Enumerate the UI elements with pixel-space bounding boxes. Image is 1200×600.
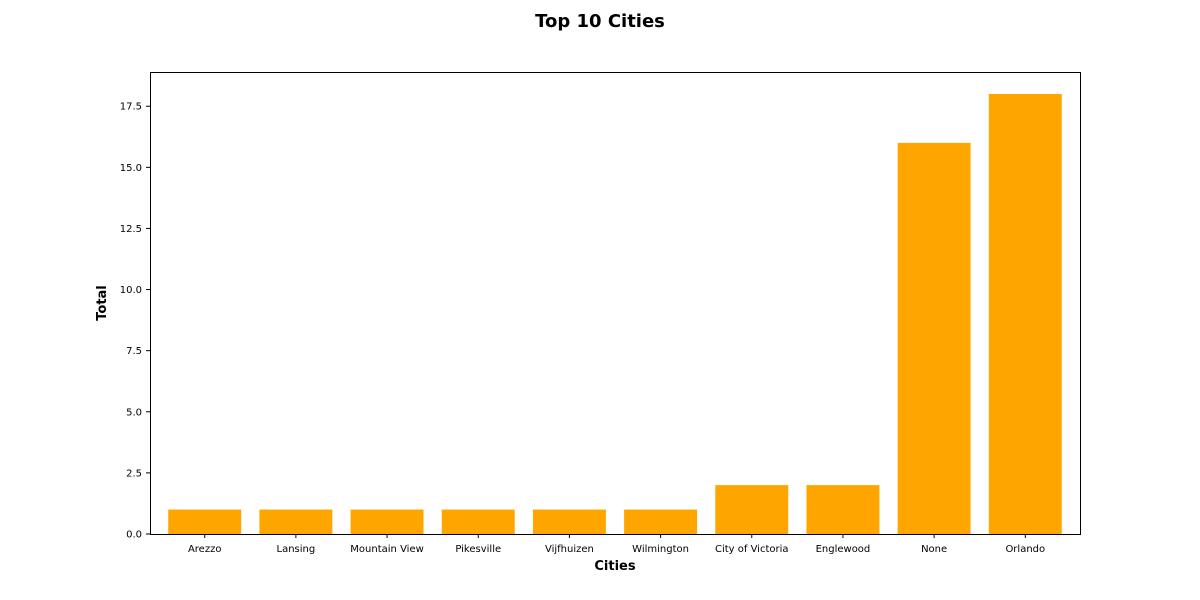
- x-tick-label-city-of-victoria: City of Victoria: [715, 544, 789, 555]
- y-tick-label: 5.0: [126, 407, 142, 418]
- y-tick-label: 2.5: [126, 468, 142, 479]
- x-tick-label-arezzo: Arezzo: [188, 544, 222, 555]
- x-axis-label: Cities: [594, 559, 635, 574]
- bar-lansing: [259, 509, 333, 534]
- y-tick-label: 17.5: [120, 102, 142, 113]
- bar-wilmington: [624, 509, 698, 534]
- bar-orlando: [988, 94, 1062, 534]
- x-tick-label-orlando: Orlando: [1005, 544, 1045, 555]
- y-tick-label: 12.5: [120, 224, 142, 235]
- y-axis-label: Total: [95, 285, 110, 321]
- bar-arezzo: [168, 509, 242, 534]
- y-tick-label: 15.0: [120, 163, 142, 174]
- bar-city-of-victoria: [715, 485, 789, 534]
- y-tick-label: 7.5: [126, 346, 142, 357]
- x-tick-label-wilmington: Wilmington: [632, 544, 689, 555]
- y-axis: 0.0 2.5 5.0 7.5 10.0 12.5 15.0 17.5: [120, 102, 150, 541]
- chart-title: Top 10 Cities: [535, 11, 665, 32]
- x-axis: Arezzo Lansing Mountain View Pikesville Vijf…: [188, 534, 1045, 555]
- y-tick-label: 0.0: [126, 530, 142, 541]
- x-tick-label-englewood: Englewood: [816, 544, 871, 555]
- bar-none: [897, 142, 971, 534]
- y-tick-label: 10.0: [120, 285, 142, 296]
- plot-frame: [150, 72, 1081, 535]
- x-tick-label-pikesville: Pikesville: [455, 544, 501, 555]
- x-tick-label-mountain-view: Mountain View: [350, 544, 424, 555]
- x-tick-label-lansing: Lansing: [277, 544, 316, 555]
- x-tick-label-none: None: [921, 544, 947, 555]
- bars-layer: [168, 94, 1062, 534]
- bar-vijfhuizen: [532, 509, 606, 534]
- bar-pikesville: [441, 509, 515, 534]
- bar-mountain-view: [350, 509, 424, 534]
- x-tick-label-vijfhuizen: Vijfhuizen: [545, 544, 594, 555]
- bar-englewood: [806, 485, 880, 534]
